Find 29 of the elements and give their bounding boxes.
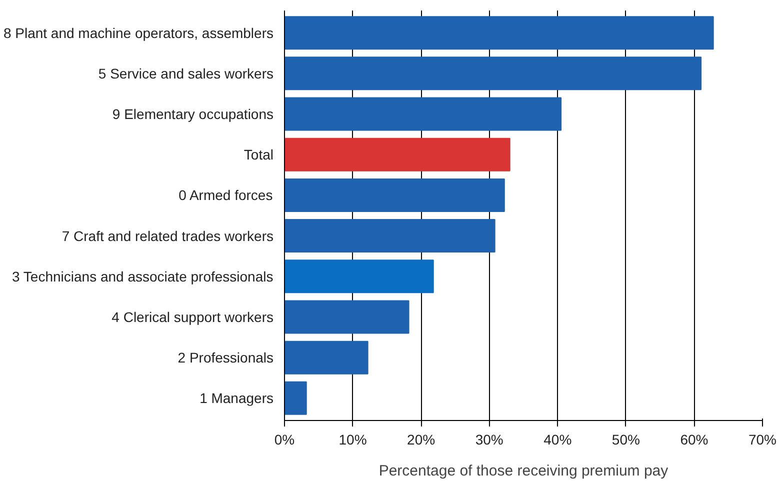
x-tick-label: 20% bbox=[407, 432, 436, 448]
bar bbox=[284, 138, 510, 172]
y-tick-label: 9 Elementary occupations bbox=[112, 106, 274, 122]
x-tick-label: 40% bbox=[544, 432, 572, 448]
x-tick-label: 10% bbox=[338, 432, 367, 448]
x-tick-label: 50% bbox=[612, 432, 640, 448]
bar bbox=[284, 381, 307, 415]
x-tick-label: 0% bbox=[274, 432, 295, 448]
y-tick-label: 0 Armed forces bbox=[178, 187, 273, 204]
y-tick-label: Total bbox=[244, 146, 274, 163]
y-tick-label: 8 Plant and machine operators, assemblers bbox=[3, 24, 274, 41]
y-tick-label: 7 Craft and related trades workers bbox=[62, 228, 274, 244]
y-tick-label: 3 Technicians and associate professionals bbox=[12, 268, 274, 284]
bar bbox=[284, 300, 410, 334]
bar bbox=[284, 97, 562, 131]
x-tick-label: 30% bbox=[475, 432, 504, 448]
bar bbox=[284, 56, 702, 90]
bar bbox=[284, 16, 714, 50]
bar bbox=[284, 178, 505, 212]
x-tick-label: 70% bbox=[748, 432, 777, 448]
bar bbox=[284, 340, 368, 374]
y-tick-label: 1 Managers bbox=[200, 390, 274, 406]
y-tick-label: 5 Service and sales workers bbox=[98, 65, 274, 82]
bar bbox=[284, 260, 434, 294]
bar bbox=[284, 219, 496, 253]
y-tick-label: 4 Clerical support workers bbox=[112, 308, 274, 325]
x-tick-label: 60% bbox=[680, 432, 708, 448]
y-tick-label: 2 Professionals bbox=[178, 350, 274, 366]
x-axis-title: Percentage of those receiving premium pay bbox=[378, 462, 669, 480]
